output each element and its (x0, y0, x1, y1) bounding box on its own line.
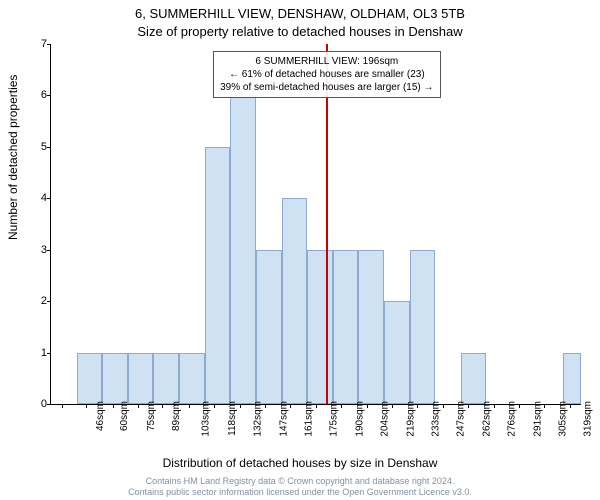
histogram-bar (384, 301, 410, 404)
footer-line-2: Contains public sector information licen… (0, 487, 600, 498)
x-tick-label: 161sqm (303, 401, 314, 437)
annotation-box: 6 SUMMERHILL VIEW: 196sqm← 61% of detach… (213, 51, 440, 98)
histogram-bar (128, 353, 154, 404)
histogram-bar (461, 353, 487, 404)
chart-title-desc: Size of property relative to detached ho… (0, 24, 600, 39)
x-tick-label: 75sqm (146, 401, 157, 431)
x-tick-label: 60sqm (119, 401, 130, 431)
y-tick-label: 4 (23, 192, 47, 204)
chart-title-address: 6, SUMMERHILL VIEW, DENSHAW, OLDHAM, OL3… (0, 6, 600, 21)
x-tick-label: 46sqm (95, 401, 106, 431)
x-tick-label: 118sqm (227, 401, 238, 436)
property-size-chart: 6, SUMMERHILL VIEW, DENSHAW, OLDHAM, OL3… (0, 0, 600, 500)
x-tick-label: 319sqm (582, 401, 593, 437)
x-tick-label: 262sqm (482, 401, 493, 437)
x-tick-label: 247sqm (455, 401, 466, 437)
histogram-bar (563, 353, 581, 404)
annotation-line: 6 SUMMERHILL VIEW: 196sqm (220, 55, 433, 68)
histogram-bar (333, 250, 359, 404)
x-tick-label: 219sqm (406, 401, 417, 437)
x-tick-label: 291sqm (533, 401, 544, 437)
histogram-bar (358, 250, 384, 404)
histogram-bar (77, 353, 103, 404)
annotation-line: ← 61% of detached houses are smaller (23… (220, 68, 433, 81)
annotation-line: 39% of semi-detached houses are larger (… (220, 81, 433, 94)
y-tick-label: 3 (23, 244, 47, 256)
x-tick-label: 190sqm (355, 401, 366, 437)
histogram-bar (205, 147, 231, 404)
histogram-bar (102, 353, 128, 404)
y-axis-label: Number of detached properties (6, 75, 20, 240)
y-tick-label: 1 (23, 347, 47, 359)
y-tick-label: 6 (23, 89, 47, 101)
histogram-bar (307, 250, 333, 404)
x-tick-label: 175sqm (328, 401, 339, 437)
x-tick-label: 103sqm (201, 401, 212, 437)
x-tick-label: 204sqm (379, 401, 390, 437)
histogram-bar (282, 198, 308, 404)
x-tick-label: 276sqm (507, 401, 518, 437)
histogram-bar (179, 353, 205, 404)
plot-area: 0123456746sqm60sqm75sqm89sqm103sqm118sqm… (50, 44, 581, 405)
histogram-bar (256, 250, 282, 404)
y-tick-label: 5 (23, 141, 47, 153)
histogram-bar (153, 353, 179, 404)
x-tick-label: 89sqm (171, 401, 182, 431)
y-tick-label: 0 (23, 398, 47, 410)
y-tick-label: 7 (23, 38, 47, 50)
histogram-bar (230, 95, 256, 404)
x-axis-label: Distribution of detached houses by size … (0, 456, 600, 470)
x-tick-label: 132sqm (252, 401, 263, 437)
x-tick-label: 233sqm (431, 401, 442, 437)
footer-line-1: Contains HM Land Registry data © Crown c… (0, 476, 600, 487)
histogram-bar (410, 250, 436, 404)
x-tick-label: 305sqm (558, 401, 569, 437)
x-tick-label: 147sqm (279, 401, 290, 437)
chart-footer: Contains HM Land Registry data © Crown c… (0, 476, 600, 498)
y-tick-label: 2 (23, 295, 47, 307)
